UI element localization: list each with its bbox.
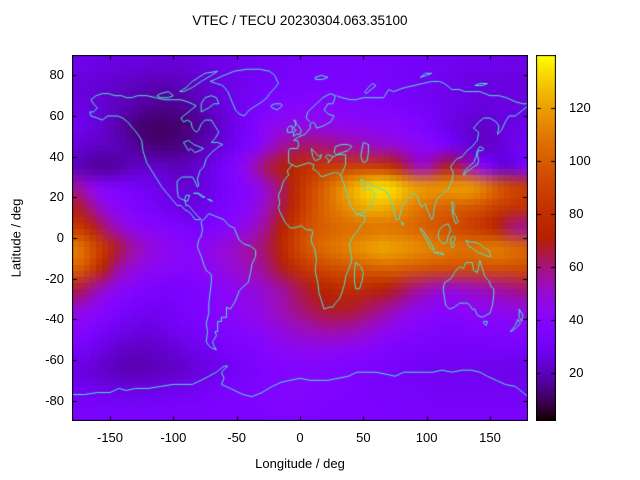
x-axis-label: Longitude / deg (255, 456, 345, 471)
x-tick-label: 100 (415, 430, 438, 445)
colorbar-tick-label: 40 (569, 312, 584, 328)
chart-title: VTEC / TECU 20230304.063.35100 (192, 13, 408, 28)
x-tick-label: 0 (296, 430, 304, 445)
y-tick-label: 40 (49, 148, 64, 164)
tec-heatmap (72, 55, 528, 421)
colorbar-tick-label: 60 (569, 259, 584, 275)
y-tick-label: -60 (45, 352, 64, 367)
x-tick-label: -150 (96, 430, 124, 445)
y-tick-label: 60 (49, 108, 64, 123)
y-tick-label: -20 (45, 270, 64, 286)
colorbar-tick-label: 80 (569, 206, 584, 222)
y-tick-label: 20 (49, 189, 64, 205)
colorbar-tick-label: 120 (569, 100, 591, 116)
y-tick-label: -80 (45, 392, 64, 408)
x-tick-label: -100 (160, 430, 187, 445)
y-tick-label: 80 (49, 67, 64, 83)
x-tick-label: 50 (356, 430, 371, 445)
colorbar (536, 55, 556, 421)
colorbar-tick-label: 100 (569, 153, 591, 169)
x-tick-label: -50 (227, 430, 247, 445)
colorbar-tick-label: 20 (569, 365, 584, 381)
x-tick-label: 150 (479, 430, 501, 445)
y-tick-label: -40 (45, 311, 64, 327)
y-tick-label: 0 (56, 230, 64, 245)
